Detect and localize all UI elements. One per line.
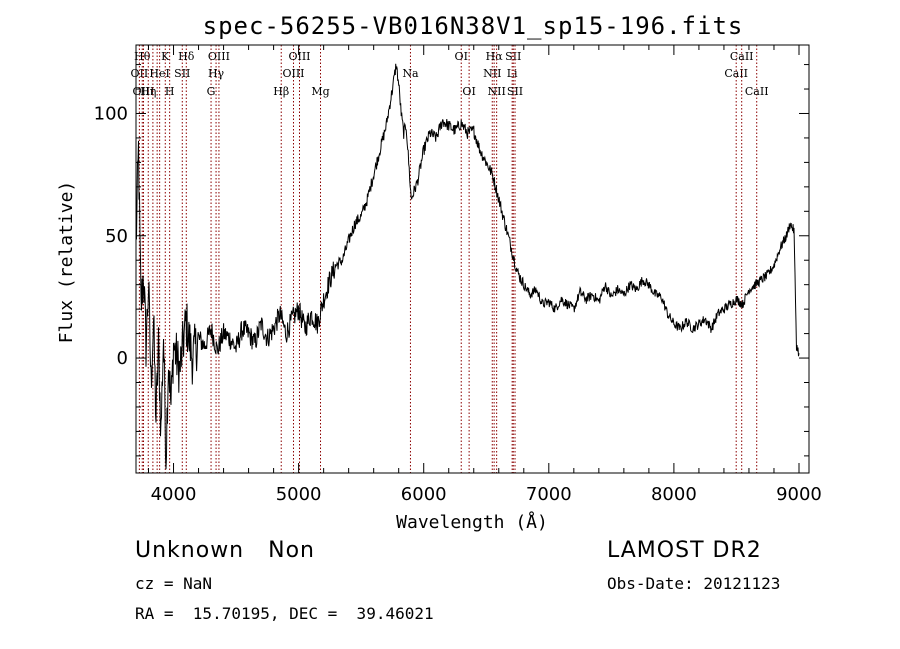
line-label-22: Hα	[486, 50, 504, 63]
x-tick-label: 5000	[276, 484, 322, 505]
line-label-9: SII	[174, 67, 190, 80]
line-label-3: Hη	[140, 85, 156, 98]
x-axis-label: Wavelength (Å)	[396, 511, 548, 533]
line-label-23: NII	[487, 85, 505, 98]
redshift-cz: cz = NaN	[135, 574, 213, 593]
x-tick-label: 9000	[776, 484, 822, 505]
line-label-17: Mg	[311, 85, 329, 98]
y-tick-label: 0	[117, 348, 128, 369]
line-label-25: SII	[505, 50, 521, 63]
line-label-13: OIII	[208, 50, 230, 63]
line-label-29: CaII	[745, 85, 769, 98]
survey-name: LAMOST DR2	[607, 538, 762, 563]
y-tick-label: 50	[105, 226, 128, 247]
line-label-6: HeI	[149, 67, 169, 80]
line-label-1: Hθ	[134, 50, 151, 63]
line-label-7: K	[161, 50, 170, 63]
spectrum-line	[135, 63, 800, 470]
line-label-20: OI	[462, 85, 475, 98]
line-label-28: CaII	[730, 50, 754, 63]
x-tick-label: 7000	[526, 484, 572, 505]
line-label-24: Li	[507, 67, 518, 80]
line-label-2: OIII	[132, 85, 154, 98]
x-tick-label: 8000	[651, 484, 697, 505]
plot-frame	[135, 44, 810, 474]
axes: 4000 5000 6000 7000 8000 9000 0 50 100	[94, 45, 822, 505]
coordinates: RA = 15.70195, DEC = 39.46021	[135, 604, 434, 623]
line-label-15: OIII	[282, 67, 304, 80]
line-label-12: Hγ	[208, 67, 225, 80]
emission-line-markers: OIIHθOIIIHηHeIKHSIIHδGHγOIIIHβOIIIOIIIMg…	[131, 45, 769, 473]
line-label-19: OI	[455, 50, 468, 63]
object-class: Unknown Non	[135, 538, 315, 563]
line-label-14: Hβ	[273, 85, 289, 98]
line-label-27: CaII	[724, 67, 748, 80]
line-label-11: G	[207, 85, 216, 98]
chart-title: spec-56255-VB016N38V1_sp15-196.fits	[203, 12, 744, 40]
x-tick-label: 4000	[151, 484, 197, 505]
line-label-10: Hδ	[178, 50, 195, 63]
line-label-0: OII	[131, 67, 149, 80]
observation-date: Obs-Date: 20121123	[607, 574, 781, 593]
line-label-8: H	[165, 85, 175, 98]
spectrum-series	[135, 63, 800, 470]
y-tick-label: 100	[94, 103, 128, 124]
line-label-18: Na	[402, 67, 419, 80]
line-label-16: OIII	[288, 50, 310, 63]
line-label-26: SII	[507, 85, 523, 98]
x-tick-label: 6000	[401, 484, 447, 505]
line-label-21: NII	[483, 67, 501, 80]
y-axis-label: Flux (relative)	[56, 181, 77, 344]
